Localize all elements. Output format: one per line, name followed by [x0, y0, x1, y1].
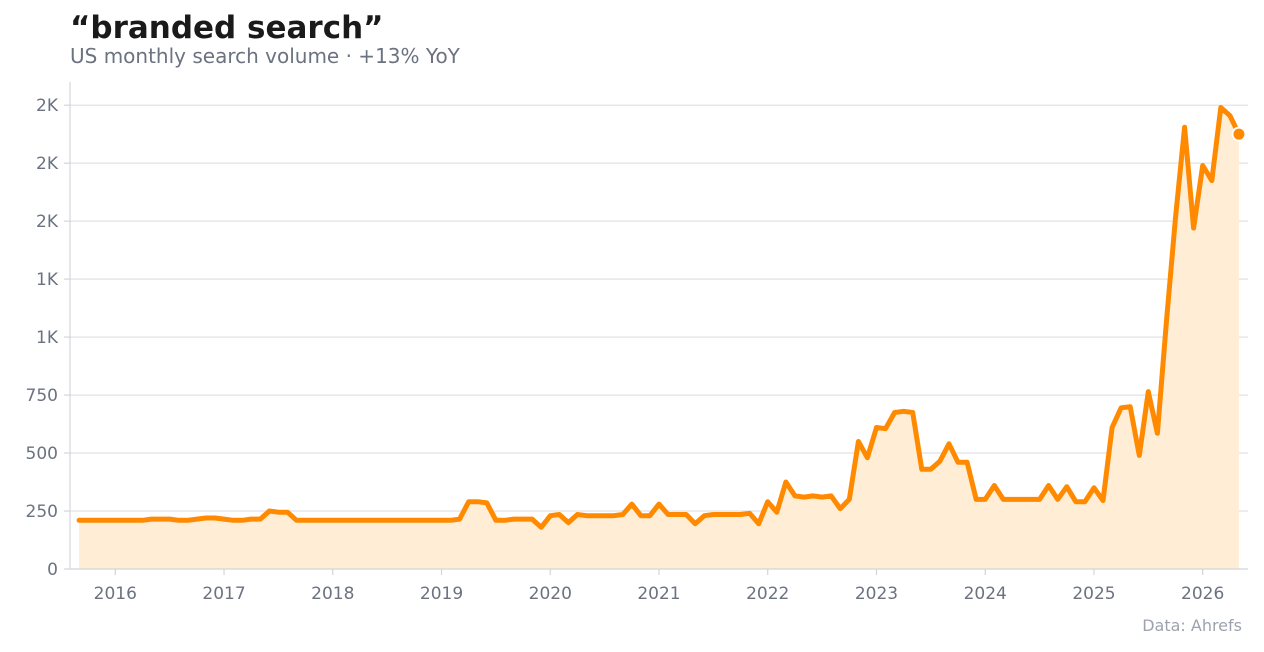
- y-tick-label: 2K: [36, 212, 59, 232]
- area-fill-layer: [79, 107, 1239, 569]
- y-tick-label: 500: [26, 444, 58, 464]
- gridlines: [70, 104, 1248, 512]
- x-tick-label: 2025: [1072, 584, 1115, 604]
- chart-title: “branded search”: [70, 10, 384, 46]
- x-tick-label: 2019: [420, 584, 463, 604]
- series-line: [76, 105, 1242, 530]
- last-point-marker: [1231, 126, 1247, 142]
- x-tick-label: 2020: [529, 584, 572, 604]
- y-tick-label: 250: [26, 502, 58, 522]
- x-tick-label: 2023: [855, 584, 898, 604]
- y-tick-label: 2K: [36, 96, 59, 116]
- series-line-layer: [76, 105, 1247, 530]
- y-tick-label: 0: [47, 560, 58, 580]
- x-tick-label: 2018: [311, 584, 354, 604]
- y-tick-label: 1K: [36, 270, 59, 290]
- y-tick-label: 750: [26, 386, 58, 406]
- x-tick-label: 2016: [94, 584, 137, 604]
- chart-subtitle: US monthly search volume · +13% YoY: [70, 44, 460, 68]
- x-tick-label: 2021: [637, 584, 680, 604]
- x-tick-label: 2024: [964, 584, 1007, 604]
- axes: 0 250 500 750 1K 1K 2K 2K 2K 2016 2017 2018 2019 2020…: [26, 82, 1248, 604]
- y-tick-label: 2K: [36, 154, 59, 174]
- series-area-fill: [79, 107, 1239, 569]
- data-source-note: Data: Ahrefs: [1142, 616, 1242, 635]
- x-tick-label: 2017: [202, 584, 245, 604]
- x-tick-label: 2026: [1181, 584, 1224, 604]
- x-tick-label: 2022: [746, 584, 789, 604]
- y-tick-label: 1K: [36, 328, 59, 348]
